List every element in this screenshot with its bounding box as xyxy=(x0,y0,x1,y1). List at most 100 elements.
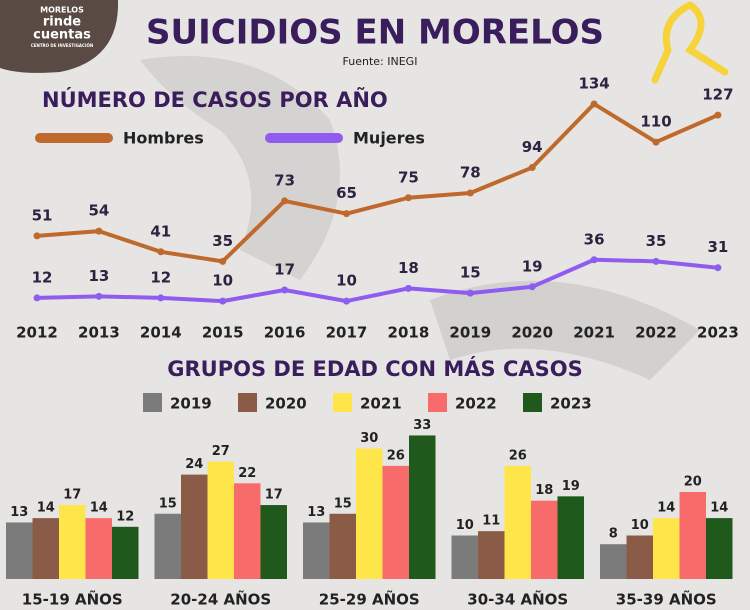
point xyxy=(404,194,412,202)
x-tick-label: 2022 xyxy=(635,324,677,342)
bar xyxy=(59,505,86,579)
point xyxy=(219,257,227,265)
data-label: 41 xyxy=(150,222,171,240)
data-label: 54 xyxy=(88,202,109,220)
source: Fuente: INEGI xyxy=(343,55,418,68)
legend-label: 2021 xyxy=(360,395,402,413)
point xyxy=(33,232,41,240)
data-label: 36 xyxy=(584,230,605,248)
legend-label: Hombres xyxy=(123,129,204,148)
data-label: 22 xyxy=(238,466,256,481)
data-label: 18 xyxy=(398,259,419,277)
hand-shape xyxy=(430,280,700,380)
x-tick-label: 2020 xyxy=(511,324,553,342)
bar xyxy=(181,474,208,579)
data-label: 19 xyxy=(522,257,543,275)
bar xyxy=(451,535,478,579)
point xyxy=(590,100,598,108)
bar xyxy=(6,522,33,579)
legend-label: 2023 xyxy=(550,395,592,413)
bar xyxy=(32,518,59,579)
data-label: 14 xyxy=(37,501,55,516)
legend-label: 2022 xyxy=(455,395,497,413)
bar xyxy=(260,505,287,579)
logo-text: MORELOS xyxy=(40,6,84,15)
bar xyxy=(706,518,733,579)
x-tick-label: 2019 xyxy=(449,324,491,342)
data-label: 73 xyxy=(274,171,295,189)
point xyxy=(281,197,289,205)
bar xyxy=(112,526,139,579)
data-label: 51 xyxy=(32,206,53,224)
point xyxy=(714,111,722,119)
point xyxy=(652,257,660,265)
logo-text: rinde xyxy=(43,15,81,30)
bar xyxy=(626,535,653,579)
logo-text: cuentas xyxy=(33,28,91,43)
logo-text: CENTRO DE INVESTIGACIÓN xyxy=(31,43,93,48)
hand-shape xyxy=(140,56,340,280)
data-label: 11 xyxy=(482,514,500,529)
bar xyxy=(382,465,409,579)
chart-title: NÚMERO DE CASOS POR AÑO xyxy=(42,87,388,112)
data-label: 20 xyxy=(684,475,702,490)
legend-swatch xyxy=(143,393,162,412)
bar xyxy=(234,483,261,579)
data-label: 19 xyxy=(562,479,580,494)
legend-label: 2019 xyxy=(170,395,212,413)
ribbon xyxy=(651,1,729,84)
point xyxy=(652,138,660,146)
bar xyxy=(504,465,531,579)
data-label: 8 xyxy=(609,527,618,542)
x-tick-label: 2013 xyxy=(78,324,120,342)
data-label: 35 xyxy=(212,232,233,250)
data-label: 78 xyxy=(460,163,481,181)
point xyxy=(466,189,474,197)
legend-label: Mujeres xyxy=(353,129,425,148)
point xyxy=(281,286,289,294)
x-tick-label: 2017 xyxy=(326,324,368,342)
data-label: 15 xyxy=(334,496,352,511)
data-label: 27 xyxy=(212,444,230,459)
data-label: 10 xyxy=(336,272,357,290)
data-label: 31 xyxy=(707,238,728,256)
x-tick-label: 35-39 AÑOS xyxy=(616,590,717,609)
x-tick-label: 2014 xyxy=(140,324,182,342)
bar xyxy=(356,448,383,579)
data-label: 26 xyxy=(509,448,527,463)
data-label: 10 xyxy=(212,272,233,290)
bar xyxy=(557,496,584,579)
data-label: 17 xyxy=(265,488,283,503)
data-label: 10 xyxy=(456,518,474,533)
x-tick-label: 20-24 AÑOS xyxy=(170,590,271,609)
bar xyxy=(85,518,112,579)
bar xyxy=(207,461,234,579)
data-label: 17 xyxy=(63,488,81,503)
series-line xyxy=(36,101,719,264)
point xyxy=(157,294,165,302)
bar xyxy=(409,435,436,579)
point xyxy=(343,297,350,305)
data-label: 10 xyxy=(631,518,649,533)
data-label: 15 xyxy=(159,496,177,511)
data-label: 13 xyxy=(10,505,28,520)
chart-title: GRUPOS DE EDAD CON MÁS CASOS xyxy=(167,356,583,381)
data-label: 18 xyxy=(535,483,553,498)
data-label: 65 xyxy=(336,184,357,202)
data-label: 12 xyxy=(116,509,134,524)
point xyxy=(95,227,103,235)
legend-swatch xyxy=(238,393,257,412)
data-label: 75 xyxy=(398,168,419,186)
legend-swatch xyxy=(333,393,352,412)
data-label: 13 xyxy=(307,505,325,520)
data-label: 12 xyxy=(32,268,53,286)
data-label: 94 xyxy=(522,138,543,156)
point xyxy=(528,283,536,291)
series-line xyxy=(36,257,719,304)
data-label: 15 xyxy=(460,264,481,282)
data-label: 14 xyxy=(710,501,728,516)
point xyxy=(95,292,103,300)
point xyxy=(343,210,350,218)
bar xyxy=(478,531,505,579)
